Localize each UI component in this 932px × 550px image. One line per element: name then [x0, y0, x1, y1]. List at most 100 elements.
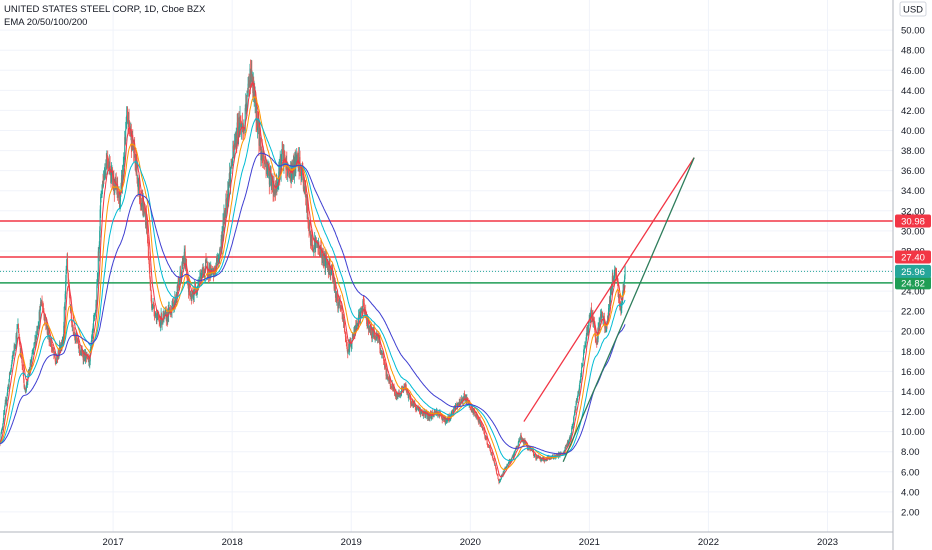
- candle-body: [157, 315, 159, 318]
- candle-body: [195, 287, 197, 293]
- candle-body: [614, 271, 616, 277]
- ema-line: [0, 118, 626, 462]
- candle-body: [62, 337, 64, 339]
- candle-body: [296, 152, 298, 155]
- candle-body: [497, 475, 499, 479]
- candle-body: [2, 423, 4, 428]
- candle-body: [568, 438, 570, 441]
- candle-body: [580, 373, 582, 377]
- candle-body: [571, 426, 573, 429]
- candle-body: [334, 284, 336, 289]
- candle-body: [78, 345, 80, 351]
- candle-body: [284, 154, 286, 161]
- candle-body: [446, 420, 448, 421]
- candle-body: [389, 379, 391, 382]
- candle-body: [334, 284, 336, 287]
- candle-body: [3, 411, 5, 413]
- candle-body: [414, 406, 416, 408]
- candle-body: [102, 175, 104, 187]
- y-tick-label: 44.00: [901, 86, 925, 97]
- candle-body: [194, 286, 196, 295]
- candle-body: [598, 322, 600, 332]
- candle-body: [543, 458, 545, 462]
- candle-body: [168, 307, 170, 317]
- candle-body: [21, 357, 23, 359]
- candle-body: [191, 296, 193, 300]
- candle-body: [244, 108, 246, 131]
- candle-body: [461, 398, 463, 402]
- candle-body: [199, 276, 201, 282]
- candle-body: [496, 473, 498, 475]
- candle-body: [181, 263, 183, 273]
- candle-body: [419, 407, 421, 414]
- candle-body: [329, 261, 331, 275]
- candle-body: [238, 117, 240, 128]
- candle-body: [441, 416, 443, 421]
- horizontal-levels: [0, 220, 893, 284]
- candle-body: [360, 311, 362, 314]
- candle-body: [487, 444, 489, 446]
- candle-body: [507, 463, 509, 466]
- candle-body: [517, 442, 519, 446]
- y-tick-label: 14.00: [901, 387, 925, 398]
- candle-body: [409, 396, 411, 399]
- candle-body: [532, 451, 534, 455]
- candle-body: [164, 312, 166, 314]
- candle-body: [63, 306, 65, 326]
- candle-body: [111, 168, 113, 183]
- candle-body: [245, 103, 247, 111]
- candle-body: [341, 307, 343, 314]
- price-tag-box: [895, 250, 931, 264]
- candle-body: [281, 149, 283, 155]
- candle-body: [318, 251, 320, 254]
- candle-body: [268, 167, 270, 185]
- candle-body: [362, 300, 364, 302]
- candle-body: [514, 448, 516, 451]
- y-tick-label: 36.00: [901, 166, 925, 177]
- candle-body: [156, 316, 158, 322]
- candle-body: [601, 311, 603, 317]
- candle-body: [6, 394, 8, 399]
- candle-body: [584, 346, 586, 349]
- candle-body: [342, 313, 344, 319]
- price-tag: 27.40: [895, 250, 931, 264]
- candle-body: [64, 303, 66, 307]
- candle-body: [409, 395, 411, 397]
- candle-body: [181, 263, 183, 265]
- candle-body: [11, 361, 13, 365]
- y-tick-label: 16.00: [901, 367, 925, 378]
- candle-body: [495, 464, 497, 468]
- chart-legend: UNITED STATES STEEL CORP, 1D, Cboe BZX E…: [4, 3, 205, 29]
- candle-body: [344, 331, 346, 334]
- candle-body: [54, 357, 56, 362]
- candle-body: [88, 357, 90, 364]
- candle-body: [136, 161, 138, 180]
- candle-body: [145, 213, 147, 229]
- candle-body: [119, 201, 121, 208]
- candle-body: [433, 415, 435, 417]
- candle-body: [27, 372, 29, 374]
- price-tag-label: 25.96: [901, 267, 925, 278]
- candle-body: [393, 386, 395, 391]
- candle-body: [304, 192, 306, 194]
- price-tag: 30.98: [895, 214, 931, 228]
- candle-body: [108, 164, 110, 170]
- candle-body: [141, 203, 143, 207]
- candle-body: [22, 365, 24, 367]
- candle-body: [186, 275, 188, 280]
- candle-body: [431, 412, 433, 413]
- candle-body: [106, 156, 108, 160]
- candle-body: [615, 272, 617, 274]
- y-tick-label: 20.00: [901, 327, 925, 338]
- candle-body: [617, 280, 619, 293]
- candle-body: [0, 433, 2, 441]
- candle-body: [600, 311, 602, 319]
- candle-body: [483, 428, 485, 432]
- candle-body: [257, 121, 259, 131]
- candle-body: [217, 261, 219, 263]
- candle-body: [471, 408, 473, 413]
- y-tick-label: 32.00: [901, 206, 925, 217]
- candle-body: [537, 457, 539, 458]
- candle-body: [25, 382, 27, 390]
